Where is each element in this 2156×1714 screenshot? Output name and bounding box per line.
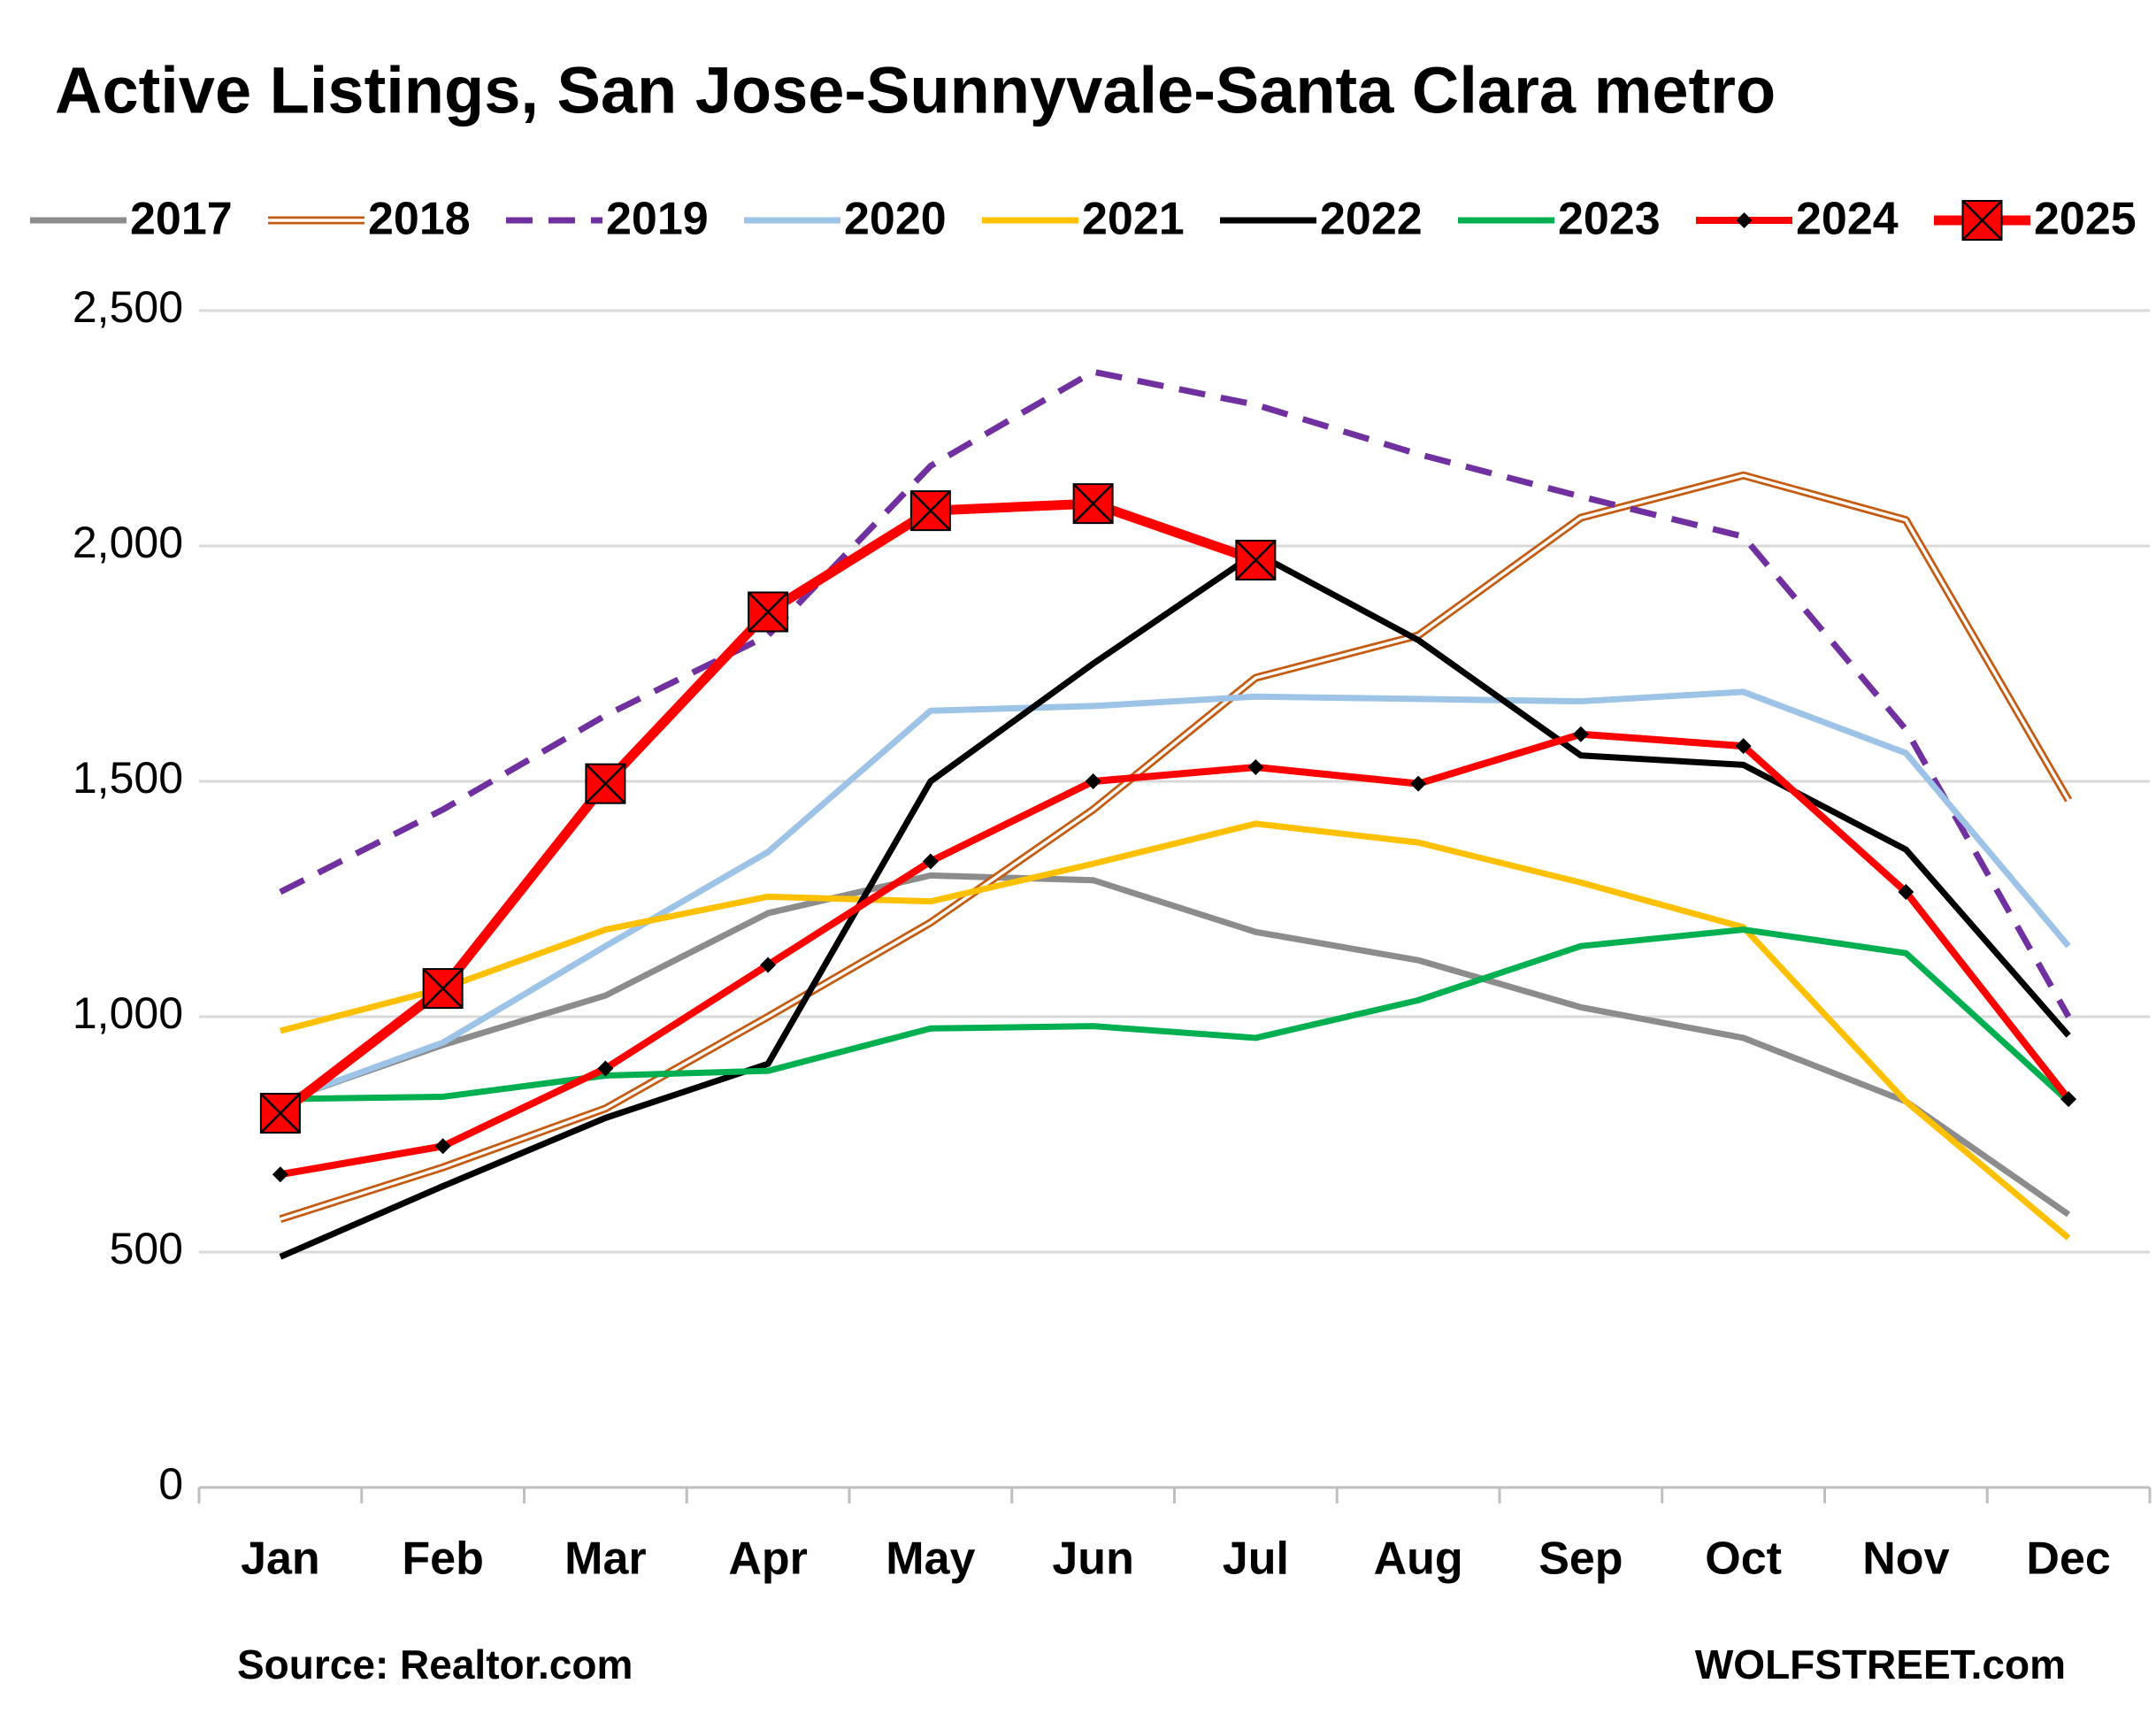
marker-cross xyxy=(585,763,626,804)
marker-cross xyxy=(422,968,464,1009)
marker-cross xyxy=(909,490,951,531)
marker xyxy=(2060,1091,2077,1108)
series-line xyxy=(279,368,2072,1018)
x-tick-label: Jan xyxy=(241,1533,320,1585)
x-tick-label: Mar xyxy=(564,1533,646,1585)
y-tick-label: 1,500 xyxy=(73,753,183,803)
marker xyxy=(1410,775,1427,792)
series-line xyxy=(279,820,2071,1241)
chart-title: Active Listings, San Jose-Sunnyvale-Sant… xyxy=(55,54,1776,127)
legend-item: 2021 xyxy=(982,194,1185,245)
legend-item: 2025 xyxy=(1934,194,2137,245)
marker xyxy=(1898,884,1914,901)
marker-cross xyxy=(259,1093,301,1134)
marker xyxy=(434,1138,451,1155)
legend-label: 2021 xyxy=(1082,194,1185,245)
legend-item: 2019 xyxy=(506,194,709,245)
series xyxy=(279,471,2073,1224)
series xyxy=(279,820,2071,1241)
legend-label: 2019 xyxy=(606,194,709,245)
legend-label: 2022 xyxy=(1320,194,1423,245)
marker xyxy=(1247,759,1264,776)
x-tick-label: Nov xyxy=(1862,1533,1949,1585)
legend-item: 2018 xyxy=(268,194,471,245)
legend-label: 2017 xyxy=(130,194,233,245)
marker-cross xyxy=(1072,483,1114,525)
legend-item: 2023 xyxy=(1458,194,1661,245)
marker xyxy=(760,957,777,973)
marker-cross xyxy=(1961,200,2003,241)
marker xyxy=(1085,773,1101,789)
legend-item: 2024 xyxy=(1696,194,1899,245)
legend-label: 2020 xyxy=(844,194,947,245)
series xyxy=(279,550,2071,1260)
marker xyxy=(922,853,939,870)
legend-label: 2023 xyxy=(1558,194,1661,245)
x-tick-label: Oct xyxy=(1705,1533,1782,1585)
series-line xyxy=(280,730,2072,1179)
x-tick-label: Sep xyxy=(1538,1533,1623,1585)
marker xyxy=(597,1060,614,1077)
y-tick-label: 0 xyxy=(158,1459,183,1509)
x-tick-label: Feb xyxy=(402,1533,483,1585)
series xyxy=(259,483,1277,1134)
source: Source: Realtor.com xyxy=(237,1641,633,1687)
marker xyxy=(1735,738,1752,755)
legend-label: 2024 xyxy=(1796,194,1899,245)
x-tick-label: Aug xyxy=(1374,1533,1463,1585)
legend-label: 2018 xyxy=(368,194,471,245)
marker-cross xyxy=(1235,540,1277,580)
series-line xyxy=(279,688,2071,1105)
y-tick-label: 500 xyxy=(110,1224,183,1273)
series-line xyxy=(279,872,2071,1218)
legend-label: 2025 xyxy=(2034,194,2137,245)
y-tick-label: 2,000 xyxy=(73,518,183,567)
marker-cross xyxy=(748,591,789,633)
series-line xyxy=(279,471,2073,1224)
x-tick-label: Dec xyxy=(2026,1533,2110,1585)
series xyxy=(279,688,2071,1105)
marker xyxy=(1572,726,1589,742)
marker xyxy=(1736,212,1753,228)
marker xyxy=(272,1166,288,1183)
x-tick-label: Apr xyxy=(728,1533,808,1585)
series-line-inner xyxy=(280,473,2070,1221)
series xyxy=(279,872,2071,1218)
credit: WOLFSTREET.com xyxy=(1695,1641,2066,1687)
legend-item: 2022 xyxy=(1220,194,1423,245)
y-tick-label: 1,000 xyxy=(73,988,183,1038)
x-tick-label: Jun xyxy=(1052,1533,1133,1585)
series xyxy=(279,368,2072,1018)
legend-item: 2020 xyxy=(744,194,947,245)
series xyxy=(272,726,2077,1183)
x-tick-label: May xyxy=(886,1533,975,1585)
x-tick-label: Jul xyxy=(1223,1533,1289,1585)
legend-item: 2017 xyxy=(30,194,233,245)
y-tick-label: 2,500 xyxy=(73,282,183,332)
series-line xyxy=(279,550,2071,1260)
